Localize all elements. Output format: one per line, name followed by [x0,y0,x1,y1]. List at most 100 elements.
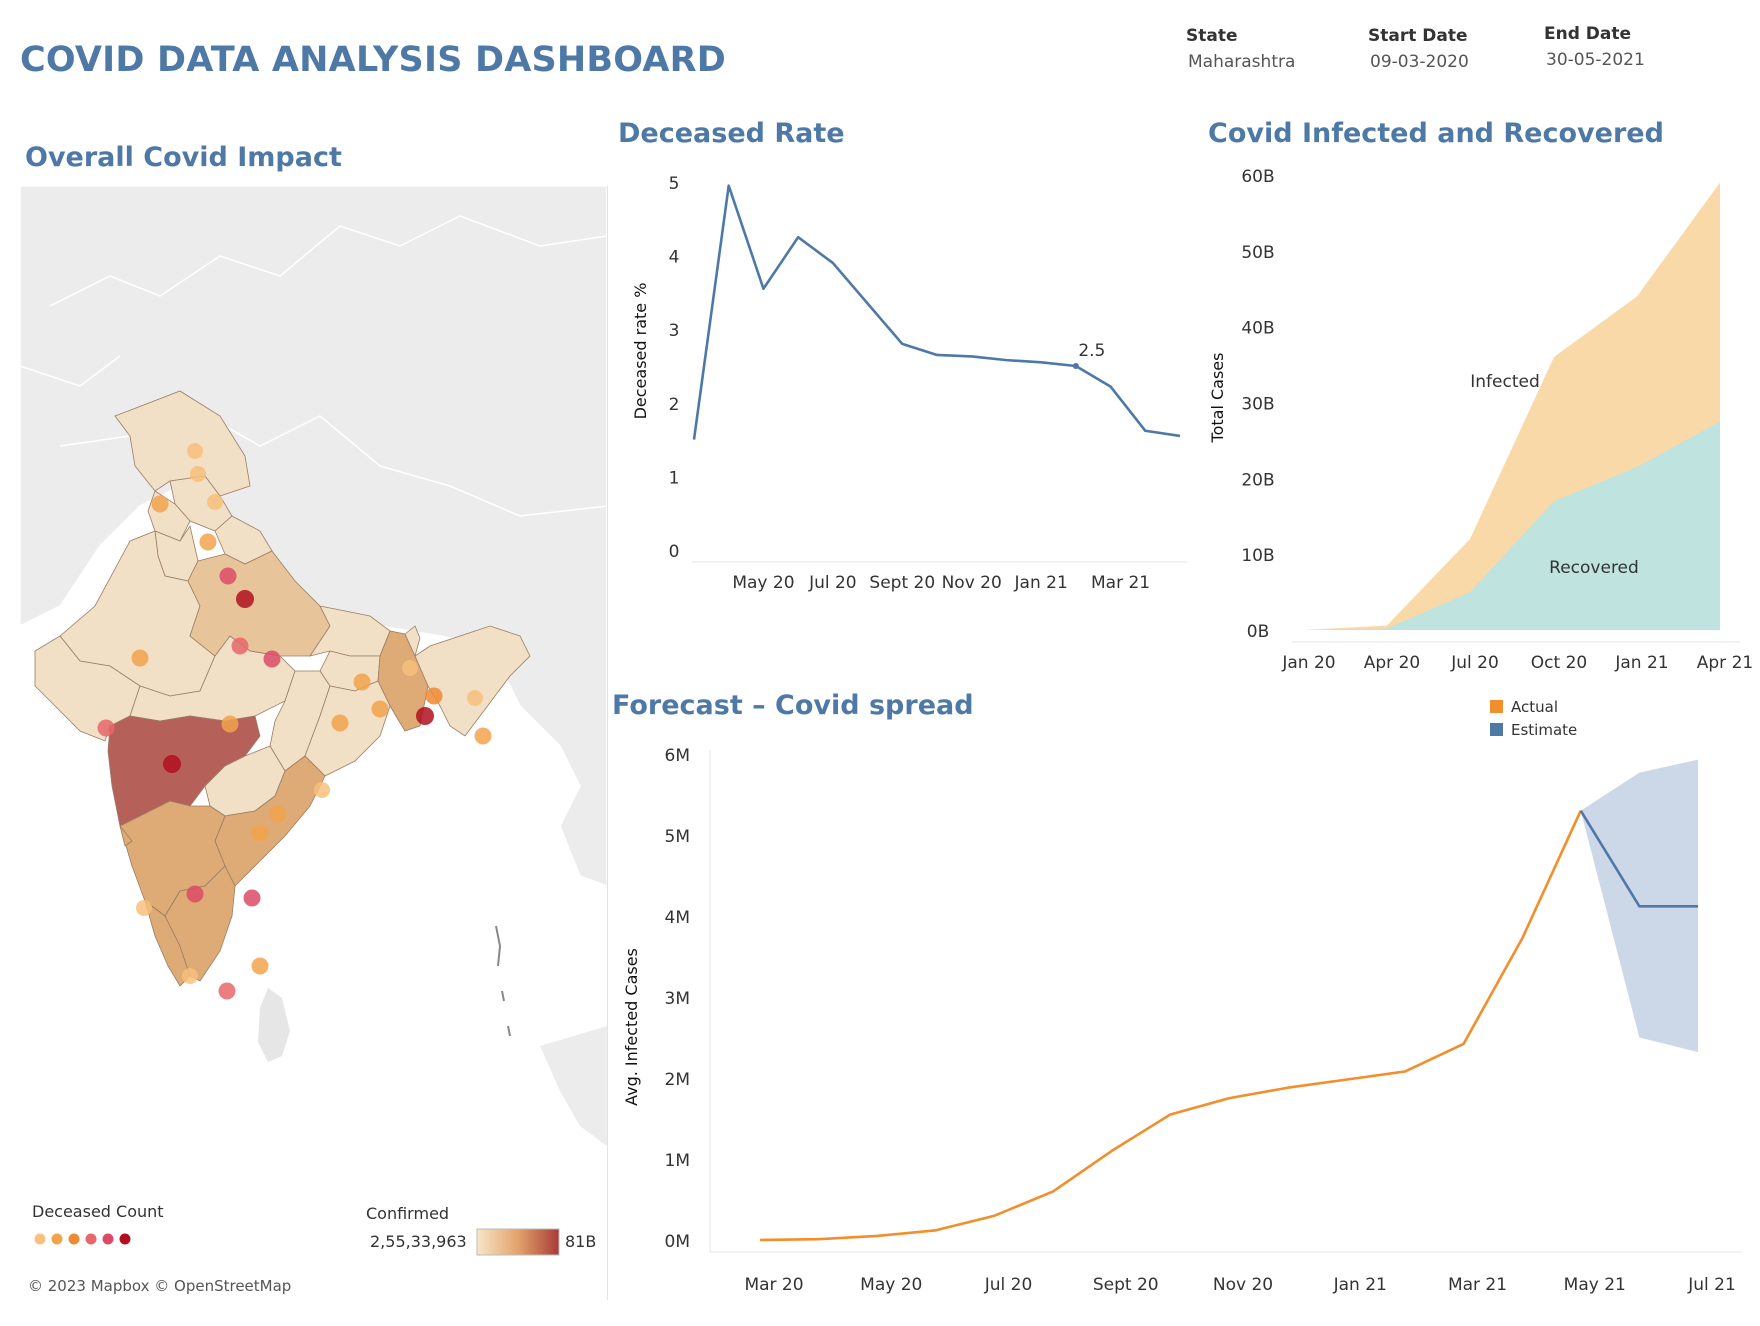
area-x-tick-3: Oct 20 [1531,653,1587,673]
infected-chart-title: Covid Infected and Recovered [1208,118,1664,149]
estimate-legend-label: Estimate [1511,720,1578,739]
state-filter-label: State [1186,26,1238,46]
deceased-bubble-15 [269,805,287,823]
actual-legend-label: Actual [1511,697,1558,716]
forecast-y-tick-4: 4M [665,908,690,928]
deceased-bubble-24 [136,900,152,916]
deceased-y-tick-3: 3 [669,321,680,341]
end-date-label: End Date [1544,24,1632,44]
area-x-tick-5: Apr 21 [1697,653,1753,673]
deceased-bubble-19 [467,690,483,706]
forecast-x-tick-6: Mar 21 [1448,1275,1507,1295]
deceased-bubble-17 [371,700,389,718]
deceased-bubble-10 [353,673,371,691]
deceased-bubble-26 [218,982,236,1000]
deceased-bubble-22 [186,885,204,903]
forecast-y-tick-3: 3M [665,989,690,1009]
deceased-bubble-20 [163,755,181,773]
legend-item-actual[interactable]: Actual [1490,695,1577,718]
map-land-andaman [495,925,511,1037]
deceased-y-tick-5: 5 [669,174,680,194]
deceased-swatch-3 [68,1233,80,1245]
deceased-bubble-7 [131,649,149,667]
forecast-chart[interactable]: 0M 1M 2M 3M 4M 5M 6M Mar 20 May 20 Jul 20 Sept 20 N… [612,730,1760,1300]
start-date-filter[interactable]: Start Date 09-03-2020 [1368,26,1469,72]
area-x-tick-4: Jan 21 [1614,653,1668,673]
confirmed-legend-max: 81B [565,1232,597,1251]
legend-item-estimate[interactable]: Estimate [1490,718,1577,741]
deceased-bubble-8 [97,719,115,737]
deceased-x-tick-3: Nov 20 [942,573,1002,593]
deceased-bubble-14 [416,707,434,725]
forecast-y-tick-1: 1M [665,1151,690,1171]
deceased-x-tick-4: Jan 21 [1014,573,1068,593]
india-map-panel[interactable] [19,185,608,1300]
state-sikkim [404,625,421,658]
forecast-y-tick-2: 2M [665,1070,690,1090]
map-title: Overall Covid Impact [25,142,342,173]
forecast-x-tick-4: Nov 20 [1213,1275,1273,1295]
forecast-y-axis-title: Avg. Infected Cases [622,948,641,1106]
area-y-axis-title: Total Cases [1208,353,1227,444]
deceased-chart-title: Deceased Rate [618,118,845,149]
actual-swatch [1490,700,1503,713]
map-land-srilanka [258,988,290,1062]
infected-recovered-chart[interactable]: 0B 10B 20B 30B 40B 50B 60B Jan 20 Apr 20 Jul 20 Oc… [1200,160,1760,680]
forecast-chart-title: Forecast – Covid spread [612,690,974,721]
deceased-swatch-4 [85,1233,97,1245]
deceased-x-tick-2: Sept 20 [869,573,935,593]
area-x-tick-2: Jul 20 [1450,653,1499,673]
estimate-swatch [1490,723,1503,736]
deceased-bubble-23 [243,889,261,907]
deceased-bubble-5 [231,637,249,655]
deceased-y-tick-2: 2 [669,395,680,415]
forecast-x-tick-8: Jul 21 [1687,1275,1736,1295]
state-filter-value[interactable]: Maharashtra [1188,52,1296,72]
deceased-bubble-9 [221,715,239,733]
map-attribution: © 2023 Mapbox © OpenStreetMap [28,1277,292,1295]
forecast-y-tick-5: 5M [665,827,690,847]
area-y-tick-4: 40B [1241,319,1274,339]
area-y-tick-6: 60B [1241,167,1274,187]
forecast-y-tick-6: 6M [665,746,690,766]
confirmed-legend-min: 2,55,33,963 [370,1232,467,1251]
end-date-value[interactable]: 30-05-2021 [1546,50,1645,70]
confirmed-legend-title: Confirmed [366,1204,450,1223]
deceased-bubble-21 [251,824,269,842]
deceased-y-tick-0: 0 [669,542,680,562]
forecast-x-tick-2: Jul 20 [984,1275,1033,1295]
deceased-y-tick-1: 1 [669,468,680,488]
area-y-tick-3: 30B [1241,395,1274,415]
deceased-bubble-11 [331,714,349,732]
deceased-swatch-5 [102,1233,114,1245]
forecast-x-tick-1: May 20 [860,1275,922,1295]
deceased-bubble-13 [402,660,418,676]
deceased-bubble-16 [314,782,330,798]
deceased-bubble-29 [207,494,223,510]
deceased-bubble-3 [219,567,237,585]
forecast-line-actual [759,810,1582,1242]
forecast-x-tick-7: May 21 [1564,1275,1626,1295]
india-map[interactable] [19,185,608,1300]
area-x-tick-0: Jan 20 [1281,653,1335,673]
state-filter[interactable]: State Maharashtra [1186,26,1295,72]
deceased-rate-chart[interactable]: 0 1 2 3 4 5 May 20 Jul 20 Sept 20 Nov 20 Jan 21 Mar… [612,160,1200,680]
deceased-y-tick-4: 4 [669,248,680,268]
deceased-x-tick-0: May 20 [732,573,794,593]
deceased-bubble-0 [187,443,203,459]
deceased-bubble-18 [474,727,492,745]
deceased-legend-swatches [34,1233,131,1245]
deceased-bubble-4 [236,590,254,608]
area-y-tick-2: 20B [1241,470,1274,490]
forecast-legend: Actual Estimate [1490,695,1577,741]
deceased-bubble-27 [182,968,198,984]
forecast-x-tick-0: Mar 20 [744,1275,803,1295]
area-y-tick-1: 10B [1241,546,1274,566]
end-date-filter[interactable]: End Date 30-05-2021 [1544,24,1645,70]
dashboard-title: COVID DATA ANALYSIS DASHBOARD [20,40,727,80]
deceased-swatch-1 [34,1233,46,1245]
deceased-bubble-2 [199,533,217,551]
deceased-bubbles [97,443,492,1000]
start-date-value[interactable]: 09-03-2020 [1370,52,1469,72]
